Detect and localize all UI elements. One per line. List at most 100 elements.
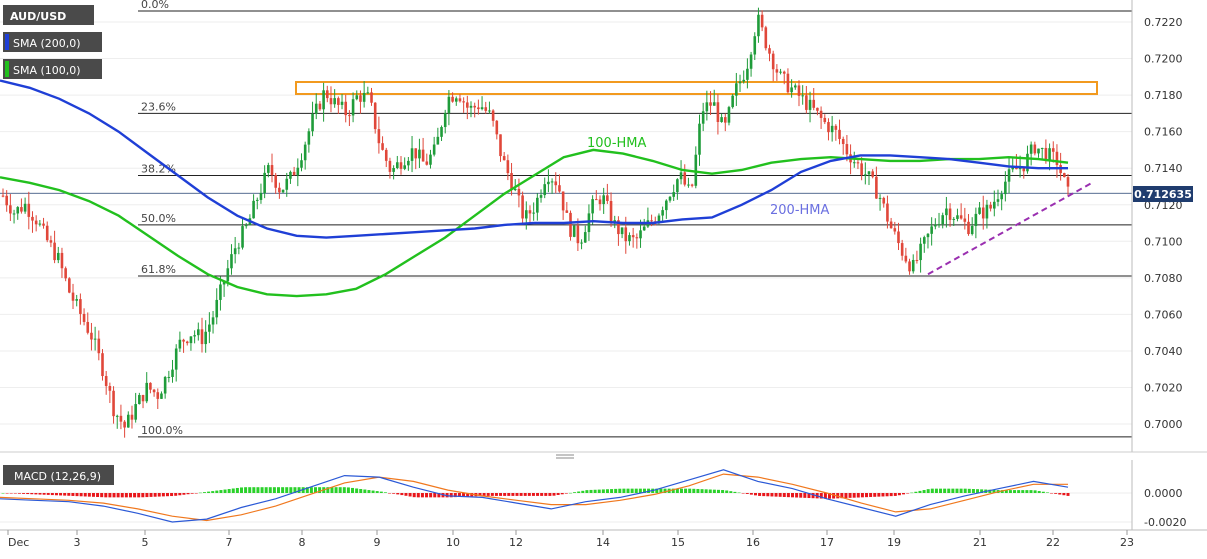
time-tick-label: Dec — [8, 536, 29, 549]
candle — [171, 359, 174, 383]
macd-histogram-bar — [100, 493, 104, 498]
legend-macd[interactable]: MACD (12,26,9) — [3, 465, 114, 485]
main-gridlines — [0, 21, 1132, 425]
candle — [856, 158, 860, 170]
macd-histogram-bar — [194, 493, 198, 494]
macd-histogram-bar — [281, 487, 285, 493]
candle — [259, 183, 263, 204]
macd-histogram-bar — [367, 490, 371, 493]
macd-histogram-bar — [124, 493, 128, 498]
price-tick-label: 0.7040 — [1144, 345, 1183, 358]
macd-histogram-bar — [790, 493, 794, 498]
candle — [31, 211, 34, 233]
macd-histogram-bar — [515, 493, 519, 496]
candle — [27, 191, 31, 230]
candle — [639, 219, 642, 248]
candle — [558, 174, 561, 193]
macd-histogram-bar — [930, 488, 934, 493]
candle — [838, 119, 841, 145]
candle — [738, 74, 742, 92]
candle — [178, 331, 182, 352]
candle — [322, 82, 325, 122]
candle — [823, 114, 827, 125]
candle — [462, 97, 465, 113]
candle — [90, 322, 93, 351]
fib-level-label: 100.0% — [141, 424, 183, 437]
pane-resize-handle-icon[interactable] — [556, 454, 574, 459]
candle — [779, 68, 782, 75]
candle — [289, 170, 292, 184]
candle — [56, 246, 60, 264]
macd-histogram-bar — [157, 493, 161, 497]
macd-histogram-bar — [161, 493, 165, 497]
candle — [466, 95, 469, 120]
macd-histogram-bar — [202, 492, 206, 493]
legend-sma100[interactable]: SMA (100,0) — [3, 59, 102, 79]
candle — [1063, 172, 1066, 178]
macd-histogram-bar — [659, 488, 663, 493]
macd-histogram-bar — [799, 493, 803, 498]
candle — [9, 194, 12, 222]
candle — [580, 239, 583, 250]
candle — [469, 101, 473, 118]
candle — [889, 217, 893, 229]
candle — [377, 116, 381, 154]
candle — [775, 64, 779, 81]
macd-histogram-bar — [992, 489, 996, 493]
candle — [746, 58, 749, 89]
macd-histogram-bar — [309, 487, 313, 493]
macd-histogram-bar — [314, 487, 318, 493]
macd-histogram-bar — [5, 493, 9, 494]
candle — [583, 225, 587, 243]
macd-histogram-bar — [87, 493, 91, 497]
candle — [978, 202, 981, 215]
candle — [329, 86, 333, 113]
time-tick-label: 7 — [226, 536, 233, 549]
macd-histogram-bar — [59, 493, 63, 496]
candle — [71, 283, 75, 310]
macd-histogram-bar — [219, 490, 223, 493]
macd-histogram-bar — [811, 493, 815, 499]
price-tick-label: 0.7100 — [1144, 235, 1183, 248]
candle — [937, 212, 941, 228]
candle — [451, 92, 454, 103]
candle — [495, 119, 499, 140]
macd-histogram-bar — [42, 493, 46, 495]
candle — [318, 100, 322, 112]
macd-histogram-bar — [795, 493, 799, 498]
legend-sma200-label: SMA (200,0) — [13, 37, 81, 50]
candle — [967, 214, 970, 236]
candle — [690, 183, 694, 188]
macd-histogram-bar — [17, 493, 21, 494]
candle — [731, 93, 734, 109]
candle — [237, 242, 241, 255]
legend-sma200[interactable]: SMA (200,0) — [3, 32, 102, 52]
candle — [303, 141, 307, 170]
macd-histogram-bar — [248, 487, 252, 493]
macd-histogram-bar — [26, 493, 30, 495]
legend-symbol[interactable]: AUD/USD — [3, 5, 94, 25]
time-tick-label: 23 — [1120, 536, 1134, 549]
candle — [801, 85, 804, 105]
candle — [561, 191, 565, 220]
macd-histogram-bar — [918, 490, 922, 493]
macd-histogram-bar — [334, 487, 338, 493]
macd-histogram-bar — [252, 487, 256, 493]
last-price-tag: 0.712635 — [1133, 186, 1193, 202]
candle — [370, 87, 373, 106]
time-tick-label: 22 — [1046, 536, 1060, 549]
candle — [333, 89, 336, 108]
macd-histogram-bar — [174, 493, 178, 496]
time-tick-label: 14 — [596, 536, 610, 549]
candle — [418, 138, 421, 168]
macd-histogram-bar — [577, 491, 581, 493]
candle — [362, 81, 366, 108]
candle — [344, 94, 348, 123]
macd-histogram-bar — [601, 489, 605, 493]
candle — [285, 172, 289, 197]
macd-histogram-bar — [227, 489, 231, 493]
candle — [174, 344, 178, 382]
candle — [499, 134, 502, 162]
sma-100-annotation: 100-HMA — [587, 136, 646, 151]
